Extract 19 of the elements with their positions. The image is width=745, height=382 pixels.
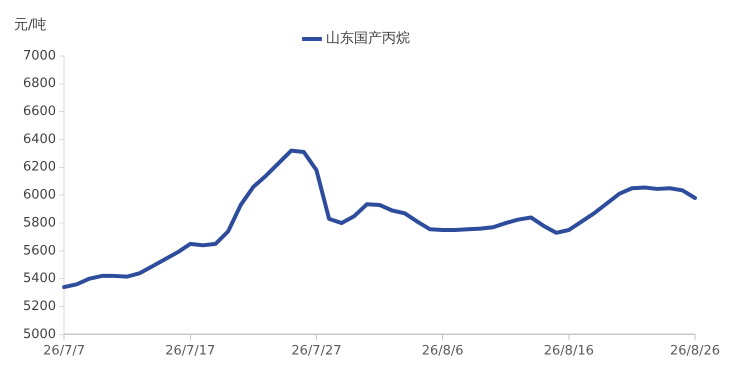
y-tick-label: 5200 (22, 298, 56, 314)
y-tick-label: 5000 (22, 326, 56, 342)
x-tick-label: 26/8/16 (544, 344, 594, 359)
x-tick-label: 26/7/27 (291, 344, 342, 359)
y-tick-label: 7000 (22, 48, 56, 64)
y-tick-label: 6000 (22, 188, 56, 203)
y-tick-label: 6600 (22, 104, 56, 120)
y-axis-title: 元/吨 (14, 16, 47, 34)
x-tick-label: 26/8/26 (670, 344, 720, 359)
x-tick-label: 26/8/6 (422, 344, 464, 359)
legend-label: 山东国产丙烷 (326, 30, 410, 47)
y-tick-label: 5600 (22, 243, 56, 258)
y-tick-label: 5400 (22, 271, 56, 286)
y-tick-label: 6400 (22, 132, 56, 147)
y-tick-label: 5800 (22, 215, 56, 230)
y-tick-label: 6200 (22, 160, 56, 175)
x-tick-label: 26/7/7 (43, 344, 86, 359)
y-tick-label: 6800 (22, 76, 56, 92)
x-tick-label: 26/7/17 (165, 344, 216, 359)
